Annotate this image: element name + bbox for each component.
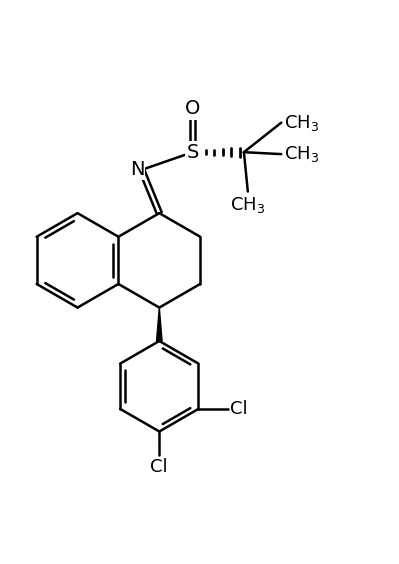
Text: N: N: [130, 160, 144, 179]
Text: Cl: Cl: [230, 400, 248, 418]
Text: S: S: [187, 143, 199, 162]
Text: Cl: Cl: [150, 459, 168, 476]
Text: CH$_3$: CH$_3$: [284, 144, 320, 164]
Text: O: O: [185, 99, 200, 118]
Text: CH$_3$: CH$_3$: [230, 196, 265, 215]
Polygon shape: [156, 307, 162, 341]
Text: CH$_3$: CH$_3$: [284, 113, 320, 133]
